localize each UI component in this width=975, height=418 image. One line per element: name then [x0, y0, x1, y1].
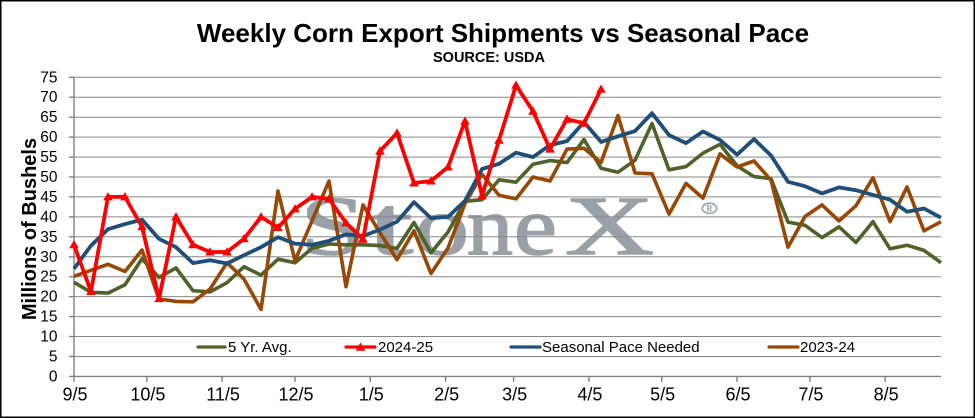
svg-text:8/5: 8/5: [874, 385, 899, 405]
svg-text:55: 55: [40, 149, 57, 166]
svg-text:Seasonal Pace Needed: Seasonal Pace Needed: [542, 339, 700, 356]
svg-text:45: 45: [40, 189, 57, 206]
svg-text:10: 10: [40, 329, 58, 346]
svg-text:6/5: 6/5: [725, 385, 750, 405]
svg-text:9/5: 9/5: [62, 385, 87, 405]
svg-text:10/5: 10/5: [130, 385, 165, 405]
svg-text:0: 0: [49, 368, 58, 385]
svg-text:15: 15: [40, 309, 57, 326]
svg-text:R: R: [706, 204, 713, 214]
svg-text:n: n: [467, 180, 513, 273]
svg-text:2023-24: 2023-24: [800, 339, 855, 356]
svg-text:3/5: 3/5: [502, 385, 527, 405]
svg-text:75: 75: [40, 69, 57, 86]
svg-text:Weekly Corn Export Shipments v: Weekly Corn Export Shipments vs Seasonal…: [197, 18, 809, 48]
svg-text:2/5: 2/5: [434, 385, 459, 405]
svg-text:2024-25: 2024-25: [378, 339, 433, 356]
svg-text:20: 20: [40, 289, 58, 306]
svg-text:65: 65: [40, 109, 57, 126]
svg-text:7/5: 7/5: [798, 385, 823, 405]
svg-text:SOURCE: USDA: SOURCE: USDA: [433, 50, 546, 66]
svg-text:11/5: 11/5: [206, 385, 240, 405]
svg-text:X: X: [565, 180, 654, 273]
svg-text:30: 30: [40, 249, 58, 266]
svg-text:60: 60: [40, 129, 58, 146]
svg-text:4/5: 4/5: [577, 385, 602, 405]
svg-text:5/5: 5/5: [650, 385, 675, 405]
svg-text:25: 25: [40, 269, 57, 286]
svg-text:5 Yr. Avg.: 5 Yr. Avg.: [228, 339, 292, 356]
svg-text:35: 35: [40, 229, 57, 246]
svg-text:12/5: 12/5: [278, 385, 313, 405]
svg-text:50: 50: [40, 169, 58, 186]
svg-text:1/5: 1/5: [359, 385, 384, 405]
svg-text:Millions of Bushels: Millions of Bushels: [19, 138, 41, 320]
svg-text:70: 70: [40, 89, 58, 106]
svg-text:40: 40: [40, 209, 58, 226]
svg-text:5: 5: [49, 349, 58, 366]
